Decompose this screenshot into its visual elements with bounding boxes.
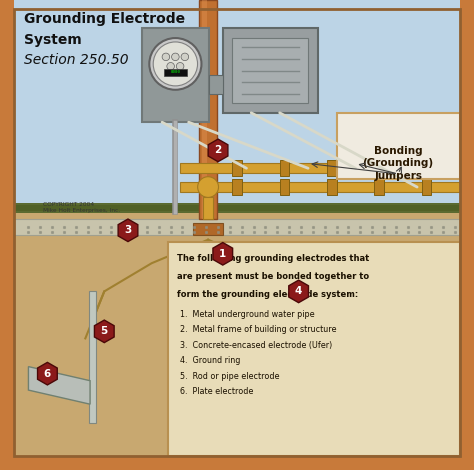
Circle shape: [153, 42, 198, 86]
Bar: [180, 182, 460, 192]
Bar: [327, 179, 337, 195]
Bar: [374, 160, 384, 176]
Circle shape: [149, 38, 201, 90]
Text: 6: 6: [44, 368, 51, 379]
Bar: [232, 160, 242, 176]
Bar: [14, 0, 460, 209]
Text: 4: 4: [295, 286, 302, 297]
Bar: [209, 75, 223, 94]
Bar: [422, 160, 431, 176]
Text: 1.  Metal underground water pipe: 1. Metal underground water pipe: [180, 310, 315, 319]
Bar: [422, 179, 431, 195]
Bar: [327, 160, 337, 176]
Text: 2.  Metal frame of building or structure: 2. Metal frame of building or structure: [180, 325, 337, 334]
Bar: [280, 179, 289, 195]
Polygon shape: [28, 367, 90, 404]
Bar: [232, 38, 308, 103]
Text: 1: 1: [219, 249, 227, 259]
Text: System: System: [24, 33, 82, 47]
Circle shape: [172, 53, 179, 61]
Text: 0000: 0000: [170, 70, 181, 74]
Text: Grounding Electrode: Grounding Electrode: [24, 12, 185, 26]
Bar: [232, 179, 242, 195]
Bar: [223, 28, 318, 113]
Circle shape: [198, 177, 219, 197]
Bar: [199, 0, 217, 219]
Bar: [142, 28, 209, 122]
Text: Section 250.50: Section 250.50: [24, 53, 128, 67]
Bar: [168, 242, 460, 456]
Bar: [203, 197, 213, 219]
Bar: [374, 179, 384, 195]
Text: COPYRIGHT 2004
Mike Holt Enterprises, Inc.: COPYRIGHT 2004 Mike Holt Enterprises, In…: [43, 202, 120, 213]
Bar: [14, 219, 460, 235]
Text: 4.  Ground ring: 4. Ground ring: [180, 356, 240, 365]
Bar: [280, 160, 289, 176]
Circle shape: [162, 53, 170, 61]
Circle shape: [167, 63, 174, 70]
Text: 2: 2: [214, 145, 222, 156]
FancyBboxPatch shape: [337, 113, 460, 179]
Text: Bonding
(Grounding)
Jumpers: Bonding (Grounding) Jumpers: [363, 146, 434, 180]
Bar: [14, 205, 460, 211]
Text: 5.  Rod or pipe electrode: 5. Rod or pipe electrode: [180, 372, 280, 381]
Text: form the grounding electrode system:: form the grounding electrode system:: [177, 290, 358, 298]
Bar: [14, 203, 460, 213]
Text: The following grounding electrodes that: The following grounding electrodes that: [177, 254, 369, 263]
Text: 3.  Concrete-encased electrode (Ufer): 3. Concrete-encased electrode (Ufer): [180, 341, 332, 350]
Bar: [180, 163, 460, 173]
Circle shape: [181, 53, 189, 61]
Bar: [89, 291, 96, 423]
Bar: [164, 69, 187, 76]
Text: are present must be bonded together to: are present must be bonded together to: [177, 272, 369, 281]
Text: 5: 5: [100, 326, 108, 337]
Bar: [202, 0, 207, 219]
Circle shape: [176, 63, 184, 70]
Bar: [193, 223, 223, 235]
Text: 3: 3: [124, 225, 132, 235]
Text: 6.  Plate electrode: 6. Plate electrode: [180, 387, 254, 396]
Bar: [14, 209, 460, 456]
